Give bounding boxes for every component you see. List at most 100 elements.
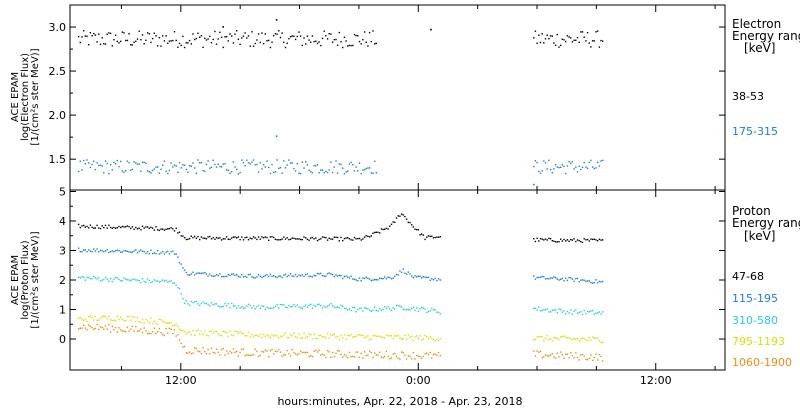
proton-point bbox=[210, 347, 213, 349]
proton-point bbox=[229, 238, 231, 241]
proton-point bbox=[308, 275, 310, 278]
proton-point bbox=[94, 227, 97, 229]
electron-point bbox=[595, 31, 597, 33]
electron-point bbox=[274, 33, 277, 35]
electron-point bbox=[207, 160, 209, 162]
electron-point bbox=[597, 161, 599, 164]
proton-point bbox=[190, 352, 192, 355]
proton-point bbox=[257, 274, 260, 276]
proton-point bbox=[365, 307, 367, 309]
proton-point bbox=[214, 330, 216, 332]
electron-point bbox=[173, 31, 176, 33]
proton-data-points bbox=[77, 213, 604, 362]
proton-point bbox=[284, 238, 287, 240]
proton-point bbox=[600, 239, 602, 241]
proton-point bbox=[328, 351, 330, 353]
electron-point bbox=[234, 33, 236, 35]
proton-point bbox=[135, 321, 137, 323]
proton-point bbox=[565, 277, 567, 279]
proton-point bbox=[261, 236, 263, 238]
proton-point bbox=[227, 352, 229, 355]
proton-point bbox=[395, 273, 398, 276]
proton-point bbox=[77, 317, 80, 320]
proton-point bbox=[421, 277, 423, 279]
electron-point bbox=[333, 166, 335, 168]
proton-point bbox=[118, 250, 120, 252]
proton-point bbox=[395, 304, 398, 307]
proton-point bbox=[534, 307, 537, 310]
proton-point bbox=[394, 352, 396, 355]
proton-point bbox=[585, 280, 587, 282]
proton-point bbox=[157, 323, 159, 325]
proton-point bbox=[225, 275, 228, 278]
proton-point bbox=[368, 350, 371, 352]
proton-point bbox=[264, 349, 266, 351]
proton-point bbox=[336, 349, 339, 352]
proton-point bbox=[377, 310, 379, 312]
proton-point bbox=[310, 303, 312, 306]
proton-point bbox=[266, 274, 268, 276]
proton-point bbox=[143, 280, 145, 283]
electron-point bbox=[338, 163, 340, 165]
proton-point bbox=[252, 353, 255, 356]
proton-point bbox=[407, 309, 409, 311]
proton-point bbox=[575, 338, 577, 341]
electron-point bbox=[118, 42, 120, 44]
proton-point bbox=[417, 275, 420, 277]
electron-point bbox=[77, 170, 80, 173]
proton-point bbox=[237, 236, 240, 238]
proton-point bbox=[374, 231, 376, 234]
proton-point bbox=[571, 313, 574, 315]
proton-point bbox=[600, 355, 602, 358]
electron-point bbox=[99, 164, 102, 166]
proton-point bbox=[114, 227, 117, 229]
proton-point bbox=[106, 278, 108, 280]
proton-point bbox=[136, 330, 139, 332]
electron-ylabel-line-2: log(Electron Flux) bbox=[20, 53, 31, 141]
electron-point bbox=[372, 172, 374, 174]
proton-point bbox=[556, 312, 558, 314]
proton-point bbox=[83, 324, 85, 326]
proton-point bbox=[167, 250, 169, 253]
electron-point bbox=[274, 171, 277, 173]
electron-point bbox=[224, 36, 226, 38]
proton-point bbox=[259, 275, 261, 278]
proton-point bbox=[426, 276, 428, 279]
proton-point bbox=[377, 335, 379, 337]
proton-point bbox=[182, 346, 184, 348]
proton-point bbox=[325, 337, 327, 339]
proton-point bbox=[158, 327, 161, 330]
proton-point bbox=[234, 351, 236, 353]
proton-point bbox=[395, 335, 398, 337]
proton-point bbox=[143, 227, 145, 229]
proton-point bbox=[347, 334, 349, 337]
proton-point bbox=[215, 303, 218, 305]
electron-point bbox=[247, 35, 250, 37]
proton-point bbox=[279, 275, 282, 277]
x-axis-label: hours:minutes, Apr. 22, 2018 - Apr. 23, … bbox=[277, 395, 522, 408]
proton-point bbox=[150, 226, 152, 229]
electron-point bbox=[331, 41, 334, 43]
proton-point bbox=[210, 275, 213, 277]
proton-point bbox=[286, 336, 288, 339]
proton-point bbox=[374, 352, 376, 354]
proton-point bbox=[247, 331, 250, 333]
proton-point bbox=[120, 280, 122, 282]
electron-point bbox=[232, 161, 235, 163]
proton-point bbox=[318, 334, 320, 337]
electron-point bbox=[348, 44, 351, 47]
electron-point bbox=[251, 31, 253, 33]
proton-point bbox=[177, 333, 179, 336]
electron-point bbox=[573, 168, 575, 170]
electron-point bbox=[86, 35, 88, 37]
proton-point bbox=[91, 226, 93, 229]
proton-point bbox=[590, 238, 592, 240]
proton-point bbox=[581, 241, 584, 244]
electron-point bbox=[167, 42, 169, 44]
proton-point bbox=[414, 228, 416, 230]
proton-point bbox=[298, 274, 300, 276]
electron-point bbox=[586, 167, 589, 169]
proton-point bbox=[573, 280, 575, 283]
proton-point bbox=[407, 271, 409, 273]
